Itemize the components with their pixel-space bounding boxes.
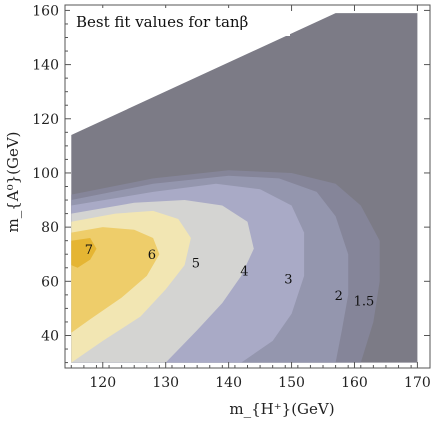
y-tick-label: 60 [41, 274, 59, 290]
x-tick-label: 130 [152, 375, 179, 391]
contour-label-4: 4 [240, 264, 248, 279]
x-tick-label: 140 [215, 375, 242, 391]
x-tick-label: 160 [341, 375, 368, 391]
y-tick-label: 80 [41, 220, 59, 236]
title-box: Best fit values for tanβ [70, 8, 290, 36]
x-tick-label: 120 [89, 375, 116, 391]
contour-label-1-5: 1.5 [354, 294, 375, 309]
y-tick-label: 40 [41, 328, 59, 344]
axis-ticks: 120 130 140 150 160 170 40 60 80 100 120 140 160 [32, 3, 431, 391]
title-box-bg [70, 8, 290, 36]
contour-label-6: 6 [148, 248, 156, 263]
x-tick-label: 170 [404, 375, 431, 391]
y-tick-label: 120 [32, 112, 59, 128]
y-axis-label: m_{A⁰}(GeV) [4, 131, 22, 232]
region-band-7 [71, 238, 97, 268]
y-tick-label: 160 [32, 3, 59, 19]
x-tick-label: 150 [278, 375, 305, 391]
y-tick-label: 100 [32, 166, 59, 182]
contour-label-2: 2 [335, 289, 343, 304]
contour-label-7: 7 [85, 243, 93, 258]
y-tick-label: 140 [32, 58, 59, 74]
contour-label-5: 5 [192, 256, 200, 271]
chart-title: Best fit values for tanβ [76, 13, 248, 31]
x-axis-label: m_{H⁺}(GeV) [229, 400, 334, 418]
contour-regions [71, 13, 418, 363]
contour-label-3: 3 [284, 273, 292, 288]
contour-labels: 1.5 2 3 4 5 6 7 [85, 243, 374, 309]
